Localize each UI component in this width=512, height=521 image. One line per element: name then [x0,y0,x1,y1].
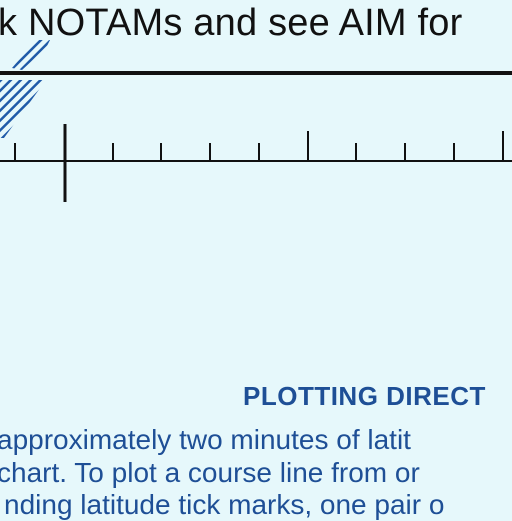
plotting-directions-line: approximately two minutes of latit [0,424,411,455]
airspace-hatch-upper [12,40,50,70]
plotting-directions-line: nding latitude tick marks, one pair o [4,489,445,520]
latitude-tick-marks [14,131,504,161]
airspace-hatch-lower [0,80,46,138]
plotting-directions-line: chart. To plot a course line from or [0,457,420,488]
notam-notice-text: k NOTAMs and see AIM for [0,2,463,44]
plotting-directions-heading: PLOTTING DIRECT [243,381,486,411]
